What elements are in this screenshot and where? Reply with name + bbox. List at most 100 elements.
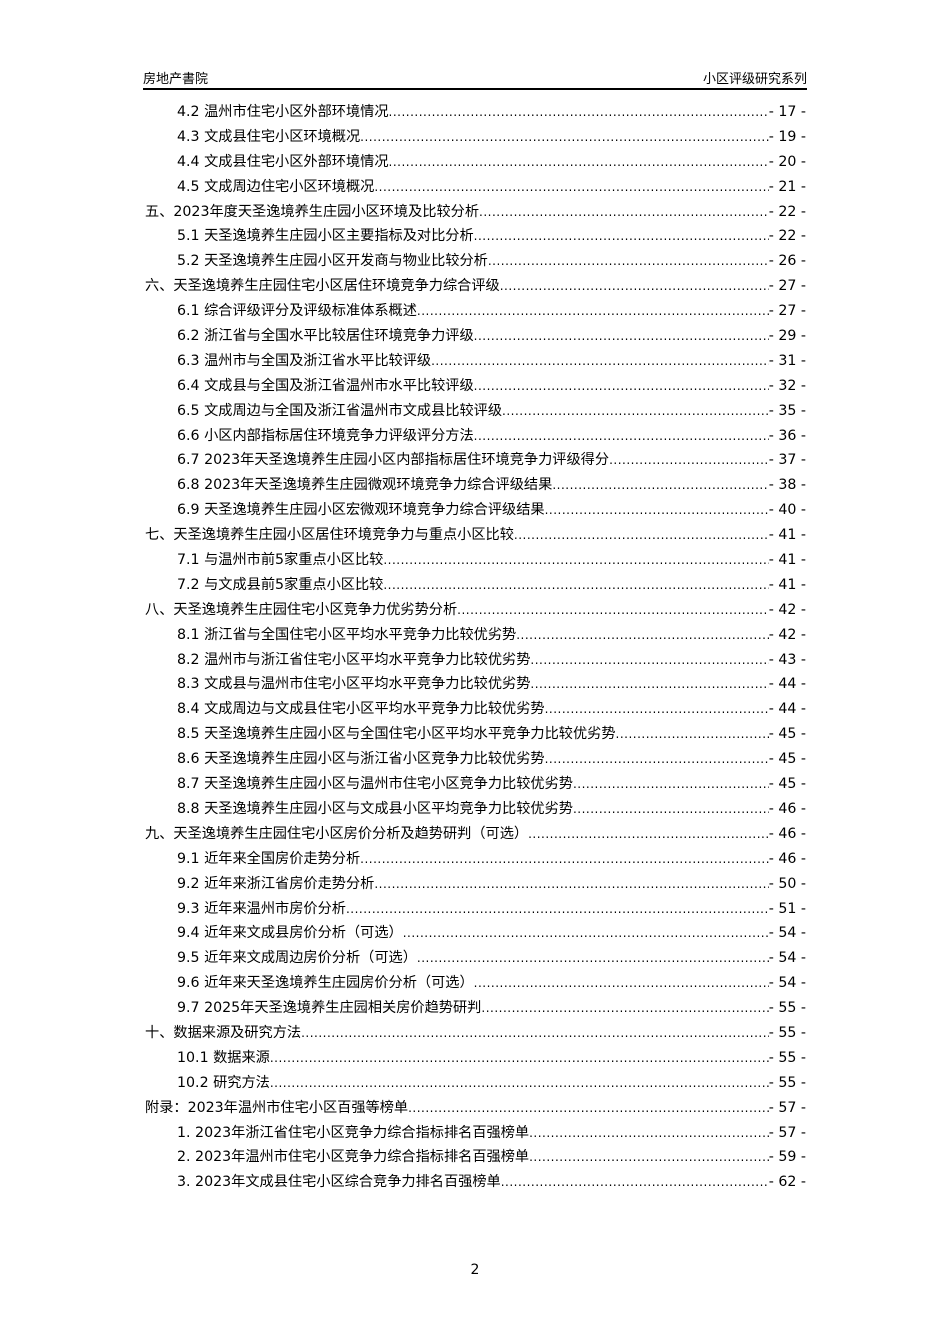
toc-entry[interactable]: 4.3 文成县住宅小区环境概况 - 19 -: [145, 125, 806, 150]
toc-entry-page: - 46 -: [768, 850, 806, 867]
toc-entry[interactable]: 7.1 与温州市前5家重点小区比较 - 41 -: [145, 548, 806, 573]
toc-entry-page: - 54 -: [768, 950, 806, 967]
toc-entry[interactable]: 6.5 文成周边与全国及浙江省温州市文成县比较评级 - 35 -: [145, 399, 806, 424]
toc-entry-page: - 46 -: [768, 800, 806, 817]
header-right-title: 小区评级研究系列: [702, 72, 807, 87]
dot-leader: [530, 648, 768, 673]
toc-entry[interactable]: 6.4 文成县与全国及浙江省温州市水平比较评级 - 32 -: [145, 374, 806, 399]
toc-entry[interactable]: 2. 2023年温州市住宅小区竞争力综合指标排名百强榜单 - 59 -: [145, 1145, 806, 1170]
dot-leader: [474, 224, 769, 249]
header-left-title: 房地产書院: [143, 72, 209, 87]
toc-entry[interactable]: 5.2 天圣逸境养生庄园小区开发商与物业比较分析 - 26 -: [145, 249, 806, 274]
toc-entry[interactable]: 六、天圣逸境养生庄园住宅小区居住环境竞争力综合评级 - 27 -: [145, 274, 806, 299]
toc-entry-page: - 42 -: [768, 626, 806, 643]
toc-entry-title: 6.9 天圣逸境养生庄园小区宏微观环境竞争力综合评级结果: [177, 502, 545, 519]
toc-entry[interactable]: 6.6 小区内部指标居住环境竞争力评级评分方法 - 36 -: [145, 424, 806, 449]
toc-entry[interactable]: 五、2023年度天圣逸境养生庄园小区环境及比较分析 - 22 -: [145, 200, 806, 225]
toc-entry[interactable]: 6.9 天圣逸境养生庄园小区宏微观环境竞争力综合评级结果 - 40 -: [145, 498, 806, 523]
dot-leader: [346, 897, 769, 922]
toc-entry[interactable]: 4.5 文成周边住宅小区环境概况 - 21 -: [145, 175, 806, 200]
toc-entry[interactable]: 8.7 天圣逸境养生庄园小区与温州市住宅小区竞争力比较优劣势 - 45 -: [145, 772, 806, 797]
toc-entry-title: 5.1 天圣逸境养生庄园小区主要指标及对比分析: [177, 228, 474, 245]
dot-leader: [474, 324, 769, 349]
toc-entry[interactable]: 8.2 温州市与浙江省住宅小区平均水平竞争力比较优劣势 - 43 -: [145, 648, 806, 673]
toc-entry-title: 9.7 2025年天圣逸境养生庄园相关房价趋势研判: [177, 1000, 482, 1017]
dot-leader: [479, 200, 769, 225]
toc-entry[interactable]: 10.1 数据来源 - 55 -: [145, 1046, 806, 1071]
toc-entry[interactable]: 八、天圣逸境养生庄园住宅小区竞争力优劣势分析 - 42 -: [145, 598, 806, 623]
toc-entry-page: - 55 -: [768, 1000, 806, 1017]
toc-entry-page: - 32 -: [768, 377, 806, 394]
toc-entry[interactable]: 9.3 近年来温州市房价分析 - 51 -: [145, 897, 806, 922]
toc-entry[interactable]: 8.6 天圣逸境养生庄园小区与浙江省小区竞争力比较优劣势 - 45 -: [145, 747, 806, 772]
toc-entry-title: 7.2 与文成县前5家重点小区比较: [177, 576, 384, 593]
toc-entry-title: 4.3 文成县住宅小区环境概况: [177, 128, 361, 145]
toc-entry-title: 4.2 温州市住宅小区外部环境情况: [177, 104, 389, 120]
toc-entry[interactable]: 6.3 温州市与全国及浙江省水平比较评级 - 31 -: [145, 349, 806, 374]
toc-entry[interactable]: 七、天圣逸境养生庄园小区居住环境竞争力与重点小区比较 - 41 -: [145, 523, 806, 548]
toc-entry[interactable]: 5.1 天圣逸境养生庄园小区主要指标及对比分析 - 22 -: [145, 224, 806, 249]
dot-leader: [528, 822, 769, 847]
toc-entry-title: 8.7 天圣逸境养生庄园小区与温州市住宅小区竞争力比较优劣势: [177, 776, 573, 793]
dot-leader: [270, 1046, 769, 1071]
dot-leader: [516, 623, 768, 648]
dot-leader: [417, 946, 769, 971]
toc-entry[interactable]: 9.7 2025年天圣逸境养生庄园相关房价趋势研判 - 55 -: [145, 996, 806, 1021]
toc-entry-title: 六、天圣逸境养生庄园住宅小区居住环境竞争力综合评级: [145, 278, 500, 295]
toc-entry-page: - 62 -: [768, 1174, 806, 1191]
toc-entry-page: - 42 -: [768, 601, 806, 618]
toc-entry-title: 2. 2023年温州市住宅小区竞争力综合指标排名百强榜单: [177, 1149, 530, 1166]
toc-entry-title: 6.3 温州市与全国及浙江省水平比较评级: [177, 352, 432, 369]
toc-entry[interactable]: 9.4 近年来文成县房价分析（可选） - 54 -: [145, 921, 806, 946]
toc-entry[interactable]: 7.2 与文成县前5家重点小区比较 - 41 -: [145, 573, 806, 598]
toc-entry-title: 8.6 天圣逸境养生庄园小区与浙江省小区竞争力比较优劣势: [177, 751, 545, 768]
toc-entry-title: 3. 2023年文成县住宅小区综合竞争力排名百强榜单: [177, 1174, 501, 1191]
toc-entry[interactable]: 九、天圣逸境养生庄园住宅小区房价分析及趋势研判（可选） - 46 -: [145, 822, 806, 847]
dot-leader: [545, 697, 769, 722]
toc-entry[interactable]: 9.2 近年来浙江省房价走势分析 - 50 -: [145, 872, 806, 897]
toc-entry-title: 附录：2023年温州市住宅小区百强等榜单: [145, 1099, 409, 1116]
toc-entry[interactable]: 4.4 文成县住宅小区外部环境情况 - 20 -: [145, 150, 806, 175]
toc-entry[interactable]: 9.1 近年来全国房价走势分析 - 46 -: [145, 847, 806, 872]
toc-entry-page: - 19 -: [768, 128, 806, 145]
toc-entry-page: - 50 -: [768, 875, 806, 892]
toc-entry-title: 6.1 综合评级评分及评级标准体系概述: [177, 303, 417, 320]
toc-entry-page: - 20 -: [768, 153, 806, 170]
toc-entry-page: - 55 -: [768, 1024, 806, 1041]
toc-entry[interactable]: 6.1 综合评级评分及评级标准体系概述 - 27 -: [145, 299, 806, 324]
dot-leader: [383, 548, 768, 573]
dot-leader: [573, 797, 769, 822]
toc-entry[interactable]: 附录：2023年温州市住宅小区百强等榜单 - 57 -: [145, 1096, 806, 1121]
toc-entry[interactable]: 9.5 近年来文成周边房价分析（可选） - 54 -: [145, 946, 806, 971]
dot-leader: [529, 1145, 769, 1170]
toc-entry-title: 9.4 近年来文成县房价分析（可选）: [177, 925, 403, 942]
toc-entry[interactable]: 6.8 2023年天圣逸境养生庄园微观环境竞争力综合评级结果 - 38 -: [145, 473, 806, 498]
toc-entry[interactable]: 10.2 研究方法 - 55 -: [145, 1071, 806, 1096]
toc-entry-title: 8.3 文成县与温州市住宅小区平均水平竞争力比较优劣势: [177, 676, 531, 693]
dot-leader: [474, 374, 769, 399]
toc-entry[interactable]: 6.2 浙江省与全国水平比较居住环境竞争力评级 - 29 -: [145, 324, 806, 349]
dot-leader: [573, 772, 769, 797]
toc-entry[interactable]: 十、数据来源及研究方法 - 55 -: [145, 1021, 806, 1046]
toc-entry[interactable]: 8.3 文成县与温州市住宅小区平均水平竞争力比较优劣势 - 44 -: [145, 672, 806, 697]
toc-entry[interactable]: 8.4 文成周边与文成县住宅小区平均水平竞争力比较优劣势 - 44 -: [145, 697, 806, 722]
dot-leader: [360, 125, 769, 150]
dot-leader: [474, 424, 769, 449]
toc-entry-page: - 46 -: [768, 825, 806, 842]
toc-entry[interactable]: 8.1 浙江省与全国住宅小区平均水平竞争力比较优劣势 - 42 -: [145, 623, 806, 648]
dot-leader: [383, 573, 768, 598]
toc-entry[interactable]: 9.6 近年来天圣逸境养生庄园房价分析（可选） - 54 -: [145, 971, 806, 996]
dot-leader: [609, 448, 769, 473]
toc-entry[interactable]: 1. 2023年浙江省住宅小区竞争力综合指标排名百强榜单 - 57 -: [145, 1121, 806, 1146]
toc-entry-page: - 59 -: [768, 1149, 806, 1166]
toc-entry[interactable]: 3. 2023年文成县住宅小区综合竞争力排名百强榜单 - 62 -: [145, 1170, 806, 1195]
toc-entry[interactable]: 8.5 天圣逸境养生庄园小区与全国住宅小区平均水平竞争力比较优劣势 - 45 -: [145, 722, 806, 747]
dot-leader: [474, 971, 769, 996]
toc-entry[interactable]: 4.2 温州市住宅小区外部环境情况 - 17 -: [145, 100, 806, 125]
dot-leader: [502, 399, 769, 424]
toc-entry[interactable]: 8.8 天圣逸境养生庄园小区与文成县小区平均竞争力比较优劣势 - 46 -: [145, 797, 806, 822]
toc-entry[interactable]: 6.7 2023年天圣逸境养生庄园小区内部指标居住环境竞争力评级得分 - 37 -: [145, 448, 806, 473]
dot-leader: [545, 747, 769, 772]
page-header: 房地产書院 小区评级研究系列: [143, 66, 807, 90]
toc-entry-page: - 27 -: [768, 303, 806, 320]
